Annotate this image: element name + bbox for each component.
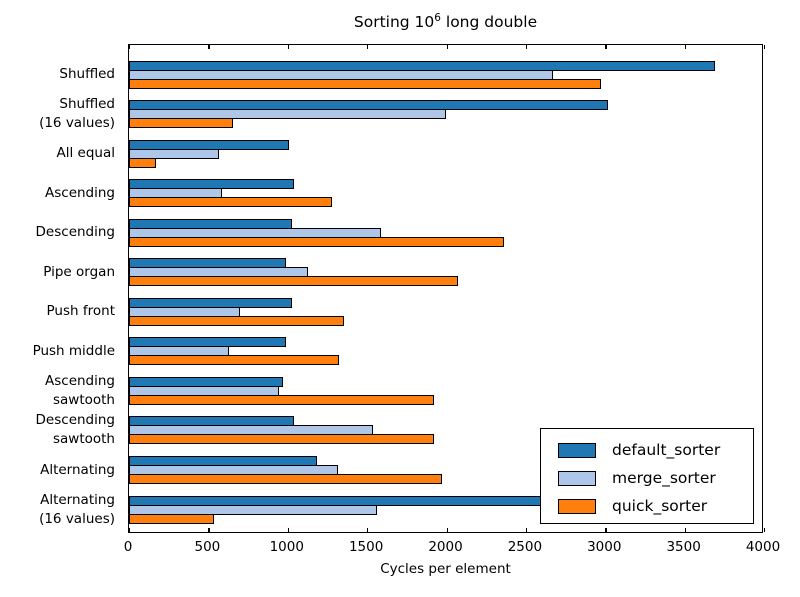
bar-group: [129, 139, 762, 170]
bar-group: [129, 218, 762, 249]
legend-item: merge_sorter: [558, 464, 753, 492]
bar-quick_sorter: [129, 78, 601, 89]
bar-quick_sorter: [129, 434, 435, 445]
y-tick-label: Alternating: [40, 461, 115, 478]
bar-group: [129, 179, 762, 209]
x-tick-label: 4000: [745, 539, 781, 555]
x-tick-mark-bottom: [129, 528, 131, 532]
bar-merge_sorter: [129, 109, 446, 120]
bar-group: [129, 258, 762, 288]
bar-quick_sorter: [129, 157, 156, 168]
chart-title-exponent: 6: [434, 11, 441, 24]
bar-group: [129, 337, 762, 367]
x-tick-mark-bottom: [367, 528, 369, 532]
x-tick-mark-bottom: [208, 528, 210, 532]
bar-quick_sorter: [129, 276, 459, 287]
bar-quick_sorter: [129, 474, 443, 484]
chart-title-prefix: Sorting 10: [353, 13, 435, 31]
chart-title-suffix: long double: [440, 13, 538, 31]
bar-group: [129, 297, 762, 328]
bar-quick_sorter: [129, 197, 332, 208]
bar-merge_sorter: [129, 148, 220, 159]
y-tick-label: Pipe organ: [43, 263, 115, 280]
x-tick-label: 0: [123, 539, 133, 555]
y-tick-label: Shuffled: [59, 66, 115, 82]
x-tick-mark-top: [525, 45, 528, 49]
bar-quick_sorter: [129, 355, 340, 366]
plot-area: [128, 44, 766, 533]
bar-merge_sorter: [129, 504, 378, 515]
x-tick-label: 1500: [348, 539, 384, 555]
y-tick-label: All equal: [56, 145, 115, 162]
x-tick-mark-bottom: [684, 528, 686, 532]
bar-quick_sorter: [129, 236, 505, 247]
y-tick-label: Ascending sawtooth: [45, 372, 115, 408]
y-tick-label: Push middle: [32, 342, 115, 359]
bar-quick_sorter: [129, 315, 345, 326]
bar-quick_sorter: [129, 513, 215, 524]
x-tick-mark-top: [287, 45, 290, 49]
bar-group: [129, 456, 762, 486]
x-tick-mark-top: [764, 45, 766, 49]
x-tick-mark-bottom: [605, 528, 607, 532]
legend-swatch-quick_sorter: [558, 498, 596, 514]
legend-label: merge_sorter: [612, 469, 716, 487]
x-tick-mark-top: [129, 45, 131, 49]
x-tick-mark-top: [367, 45, 369, 49]
x-tick-mark-bottom: [287, 528, 290, 532]
bar-group: [129, 376, 762, 407]
x-tick-label: 2000: [428, 539, 463, 555]
legend-item: quick_sorter: [558, 492, 753, 520]
legend-swatch-merge_sorter: [558, 470, 596, 486]
bar-group: [129, 416, 762, 446]
x-tick-label: 1000: [269, 539, 304, 555]
x-tick-label: 3500: [666, 539, 701, 555]
bar-quick_sorter: [129, 118, 234, 129]
chart-title: Sorting 106 long double: [128, 13, 763, 31]
bar-group: [129, 100, 762, 130]
legend-item: default_sorter: [558, 436, 753, 464]
bar-quick_sorter: [129, 394, 435, 405]
y-axis-labels: Shuffled Shuffled (16 values) All equal Asc…: [0, 44, 122, 533]
legend-swatch-default_sorter: [558, 442, 596, 458]
x-tick-label: 2500: [507, 539, 543, 555]
y-tick-label: Descending: [35, 224, 115, 241]
y-tick-label: Push front: [46, 303, 115, 320]
y-tick-label: Ascending: [45, 184, 115, 201]
x-tick-mark-bottom: [764, 528, 766, 532]
legend-label: quick_sorter: [612, 497, 708, 515]
bar-group: [129, 60, 762, 91]
y-tick-label: Alternating (16 values): [39, 491, 115, 527]
x-tick-mark-top: [446, 45, 448, 49]
legend-label: default_sorter: [612, 441, 721, 459]
x-tick-mark-top: [605, 45, 607, 49]
legend: default_sorter merge_sorter quick_sorter: [540, 428, 754, 524]
x-axis-label: Cycles per element: [380, 561, 511, 577]
x-tick-mark-bottom: [525, 528, 528, 532]
y-tick-label: Shuffled (16 values): [39, 96, 115, 132]
x-tick-label: 500: [194, 539, 221, 555]
x-tick-mark-top: [208, 45, 210, 49]
x-tick-label: 3000: [587, 539, 622, 555]
x-tick-mark-top: [684, 45, 686, 49]
y-tick-label: Descending sawtooth: [35, 412, 115, 448]
x-tick-mark-bottom: [446, 528, 448, 532]
